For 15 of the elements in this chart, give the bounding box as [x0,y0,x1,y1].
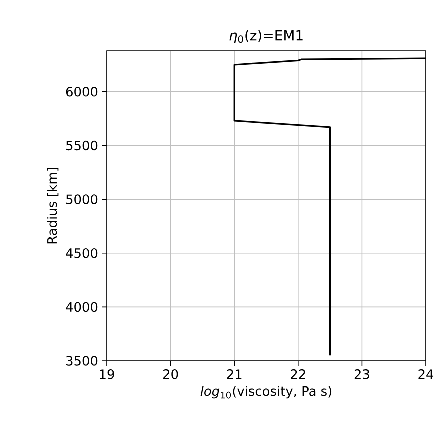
y-tick-label: 3500 [66,356,98,366]
y-tick-label: 5000 [66,194,98,204]
chart-title: η$_{0}$(z)=EM1 [230,30,303,44]
x-axis-title: log$_{10}$(viscosity, Pa s) [200,386,332,399]
y-tick-label: 4500 [66,248,98,258]
x-tick-label: 23 [354,370,370,380]
y-axis-title: Radius [km] [47,168,59,244]
x-tick-label: 21 [227,370,242,380]
y-tick-label: 6000 [66,87,98,97]
y-tick-label: 5500 [66,140,98,151]
x-tick-label: 19 [100,370,114,380]
x-tick-label: 24 [418,370,434,380]
x-tick-label: 22 [291,370,306,380]
y-tick-label: 4000 [66,302,98,312]
x-tick-label: 20 [164,370,178,380]
